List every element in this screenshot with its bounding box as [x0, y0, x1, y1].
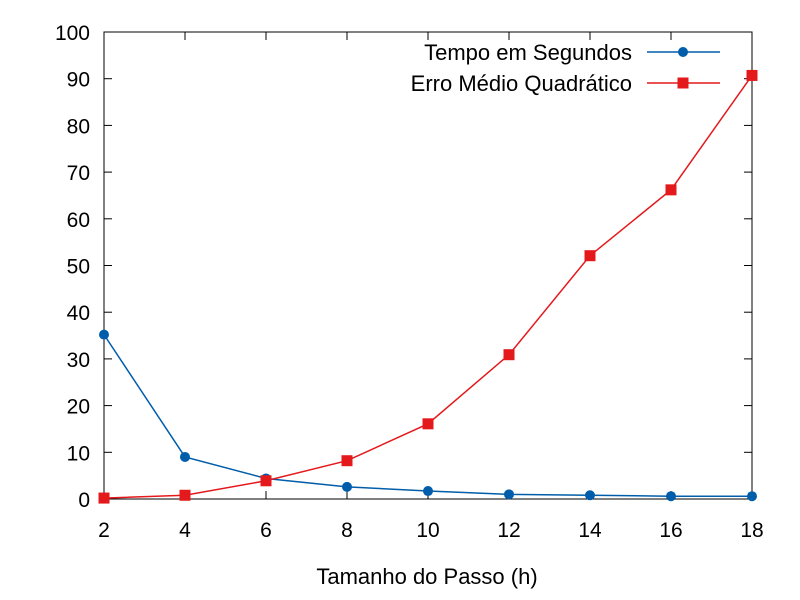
legend-marker — [677, 77, 689, 89]
x-tick-label: 4 — [179, 519, 191, 542]
legend: Tempo em Segundos Erro Médio Quadrático — [411, 40, 720, 96]
legend-item: Erro Médio Quadrático — [411, 71, 720, 96]
series-line — [103, 334, 752, 497]
y-tick-label: 40 — [67, 302, 90, 325]
data-point — [341, 455, 353, 467]
y-tick-label: 0 — [78, 489, 90, 512]
data-point — [179, 489, 191, 501]
y-tick-label: 20 — [67, 396, 90, 419]
x-tick-label: 10 — [416, 519, 439, 542]
legend-marker — [678, 47, 688, 57]
legend-label: Erro Médio Quadrático — [411, 71, 632, 96]
y-tick-label: 90 — [67, 69, 90, 92]
data-point — [666, 491, 676, 502]
data-point — [99, 329, 109, 340]
data-point — [180, 451, 190, 462]
data-point — [98, 492, 110, 504]
y-tick-label: 100 — [55, 22, 90, 45]
y-tick-label: 80 — [67, 115, 90, 138]
y-tick-label: 10 — [67, 442, 90, 465]
x-tick-label: 8 — [341, 519, 353, 542]
data-point — [260, 475, 272, 487]
series-erro — [98, 69, 758, 504]
y-tick-label: 30 — [67, 349, 90, 372]
series-layer — [98, 69, 758, 504]
data-point — [747, 491, 757, 502]
x-tick-label: 6 — [260, 519, 272, 542]
legend-item: Tempo em Segundos — [424, 40, 720, 65]
x-tick-label: 2 — [98, 519, 110, 542]
y-tick-label: 60 — [67, 209, 90, 232]
axis-ticks: 2 4 6 8 10 12 14 16 18 0 10 20 30 40 50 60 70 80 90 100 — [55, 22, 764, 542]
y-tick-label: 70 — [67, 162, 90, 185]
x-tick-label: 16 — [659, 519, 682, 542]
x-tick-label: 12 — [497, 519, 520, 542]
data-point — [665, 184, 677, 196]
data-point — [746, 69, 758, 81]
y-tick-label: 50 — [67, 256, 90, 279]
data-point — [585, 490, 595, 501]
data-point — [503, 349, 515, 361]
legend-label: Tempo em Segundos — [424, 40, 632, 65]
x-axis-label: Tamanho do Passo (h) — [316, 564, 537, 589]
data-point — [423, 486, 433, 497]
data-point — [422, 418, 434, 430]
data-point — [342, 481, 352, 492]
data-point — [504, 489, 514, 500]
series-tempo — [99, 329, 757, 502]
x-tick-label: 18 — [740, 519, 763, 542]
data-point — [584, 250, 596, 262]
x-tick-label: 14 — [578, 519, 602, 542]
series-line — [103, 74, 753, 499]
